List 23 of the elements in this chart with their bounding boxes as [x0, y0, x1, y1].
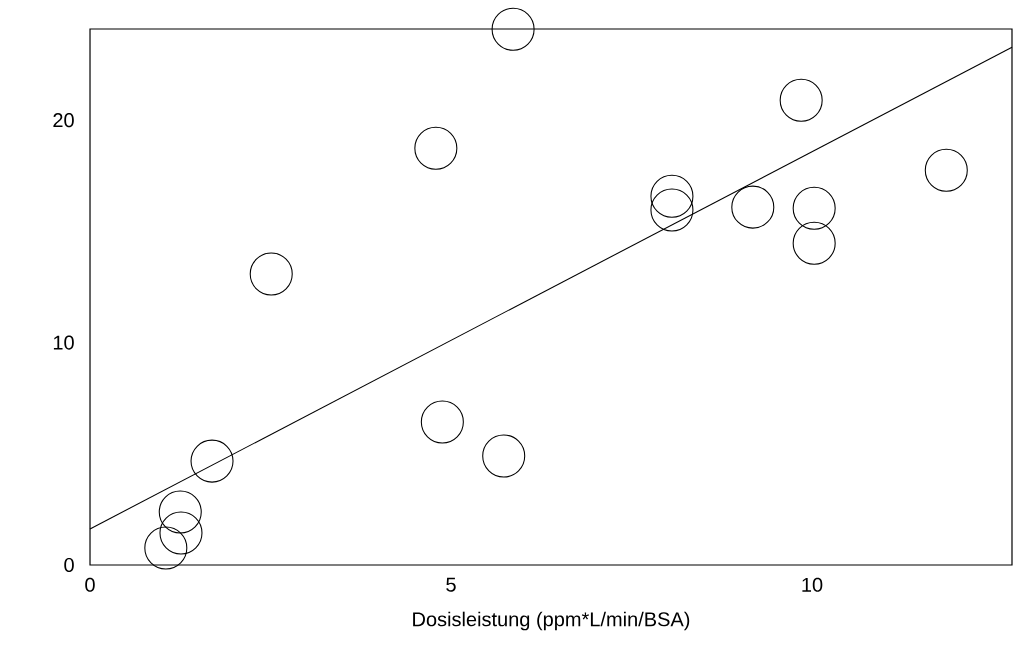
y-tick-label: 10	[53, 335, 74, 350]
x-tick-label: 5	[446, 577, 456, 592]
point	[650, 174, 694, 218]
point	[190, 439, 234, 483]
point	[792, 221, 836, 265]
point	[159, 511, 203, 555]
point	[249, 252, 293, 296]
point	[420, 400, 464, 444]
point	[792, 186, 836, 230]
y-tick-label: 20	[53, 113, 74, 128]
point	[158, 490, 202, 534]
x-tick-label: 10	[802, 577, 823, 592]
point	[924, 148, 968, 192]
point	[414, 126, 458, 170]
x-axis-title: Dosisleistung (ppm*L/min/BSA)	[413, 611, 690, 631]
x-tick-label: 0	[85, 577, 95, 592]
point	[482, 434, 526, 478]
y-tick-label: 0	[64, 557, 74, 573]
point	[779, 78, 823, 122]
point	[144, 526, 188, 570]
point	[491, 7, 535, 51]
point	[650, 188, 694, 232]
point	[731, 185, 775, 229]
